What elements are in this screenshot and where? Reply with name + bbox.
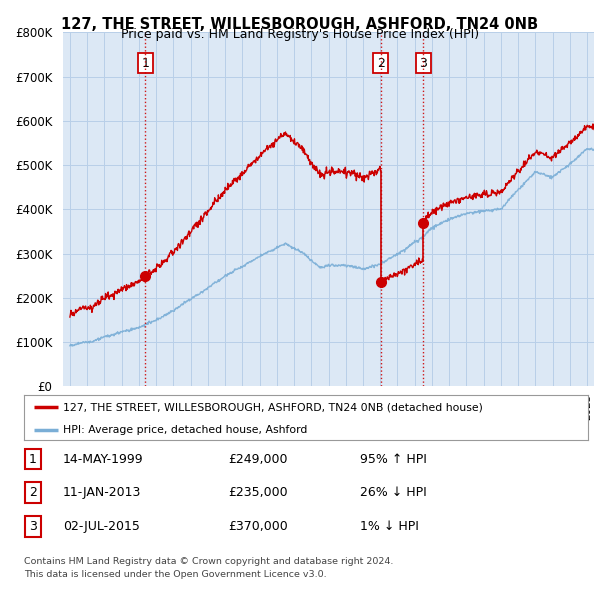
Text: £370,000: £370,000 — [228, 520, 288, 533]
Text: 2: 2 — [29, 486, 37, 499]
Text: 2: 2 — [377, 57, 385, 70]
Text: 26% ↓ HPI: 26% ↓ HPI — [360, 486, 427, 499]
Text: Price paid vs. HM Land Registry's House Price Index (HPI): Price paid vs. HM Land Registry's House … — [121, 28, 479, 41]
Text: £249,000: £249,000 — [228, 453, 287, 466]
Text: 11-JAN-2013: 11-JAN-2013 — [63, 486, 142, 499]
Text: 3: 3 — [29, 520, 37, 533]
Text: 127, THE STREET, WILLESBOROUGH, ASHFORD, TN24 0NB: 127, THE STREET, WILLESBOROUGH, ASHFORD,… — [61, 17, 539, 31]
Text: 1: 1 — [141, 57, 149, 70]
Text: This data is licensed under the Open Government Licence v3.0.: This data is licensed under the Open Gov… — [24, 571, 326, 579]
Text: £235,000: £235,000 — [228, 486, 287, 499]
Text: 95% ↑ HPI: 95% ↑ HPI — [360, 453, 427, 466]
Text: 127, THE STREET, WILLESBOROUGH, ASHFORD, TN24 0NB (detached house): 127, THE STREET, WILLESBOROUGH, ASHFORD,… — [64, 402, 484, 412]
Text: 1: 1 — [29, 453, 37, 466]
Text: Contains HM Land Registry data © Crown copyright and database right 2024.: Contains HM Land Registry data © Crown c… — [24, 558, 394, 566]
Text: 1% ↓ HPI: 1% ↓ HPI — [360, 520, 419, 533]
Text: 02-JUL-2015: 02-JUL-2015 — [63, 520, 140, 533]
Text: 14-MAY-1999: 14-MAY-1999 — [63, 453, 143, 466]
Text: 3: 3 — [419, 57, 427, 70]
Text: HPI: Average price, detached house, Ashford: HPI: Average price, detached house, Ashf… — [64, 425, 308, 435]
